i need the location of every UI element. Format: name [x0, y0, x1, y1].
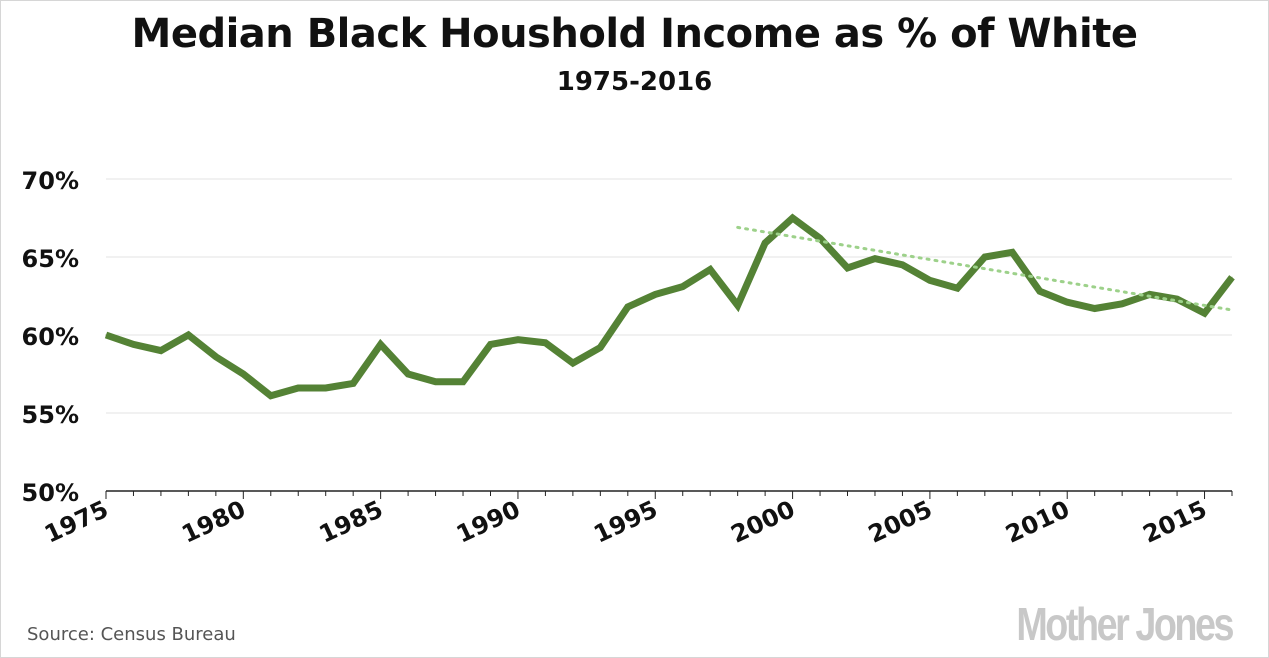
- x-tick-label: 1995: [589, 495, 661, 549]
- chart-title: Median Black Houshold Income as % of Whi…: [131, 11, 1138, 57]
- x-tick-label: 1980: [177, 495, 249, 549]
- data-point: [901, 264, 903, 266]
- y-tick-label: 55%: [22, 401, 79, 429]
- mother-jones-logo: Mother Jones: [1016, 598, 1234, 650]
- data-point: [407, 373, 409, 375]
- data-point: [1231, 276, 1233, 278]
- x-tick-label: 1985: [315, 495, 387, 549]
- data-point: [627, 306, 629, 308]
- x-tick-label: 1990: [452, 495, 524, 549]
- data-point: [1121, 303, 1123, 305]
- x-tick-label: 2000: [727, 495, 799, 549]
- y-tick-label: 70%: [22, 167, 79, 195]
- source-note: Source: Census Bureau: [27, 624, 236, 645]
- data-point: [847, 267, 849, 269]
- data-point: [682, 286, 684, 288]
- trend-line: [736, 225, 1234, 312]
- data-point: [956, 287, 958, 289]
- chart-subtitle: 1975-2016: [556, 67, 713, 97]
- data-point: [215, 356, 217, 358]
- y-tick-label: 60%: [22, 323, 79, 351]
- data-point: [737, 304, 739, 306]
- data-point: [792, 217, 794, 219]
- data-point: [297, 387, 299, 389]
- data-point: [435, 381, 437, 383]
- data-point: [929, 279, 931, 281]
- data-point: [380, 343, 382, 345]
- data-point: [1204, 312, 1206, 314]
- data-point: [242, 373, 244, 375]
- data-point: [187, 334, 189, 336]
- data-point: [572, 362, 574, 364]
- income-ratio-line: [104, 213, 1235, 400]
- x-tick-label: 2005: [864, 495, 936, 549]
- data-point: [270, 395, 272, 397]
- data-point: [1011, 251, 1013, 253]
- data-point: [462, 381, 464, 383]
- data-point: [517, 339, 519, 341]
- data-point: [984, 256, 986, 258]
- y-tick-label: 65%: [22, 245, 79, 273]
- data-point: [544, 342, 546, 344]
- data-point: [709, 268, 711, 270]
- data-point: [654, 293, 656, 295]
- data-point: [160, 350, 162, 352]
- data-point: [1176, 298, 1178, 300]
- data-point: [874, 258, 876, 260]
- y-tick-label: 50%: [22, 479, 79, 507]
- data-point: [489, 343, 491, 345]
- data-point: [1094, 307, 1096, 309]
- x-tick-label: 2015: [1139, 495, 1211, 549]
- data-point: [1066, 301, 1068, 303]
- data-point: [105, 334, 107, 336]
- data-point: [764, 242, 766, 244]
- data-point: [819, 237, 821, 239]
- x-tick-label: 2010: [1001, 495, 1073, 549]
- data-point: [599, 346, 601, 348]
- data-point: [352, 382, 354, 384]
- data-point: [1039, 290, 1041, 292]
- data-point: [325, 387, 327, 389]
- data-point: [132, 343, 134, 345]
